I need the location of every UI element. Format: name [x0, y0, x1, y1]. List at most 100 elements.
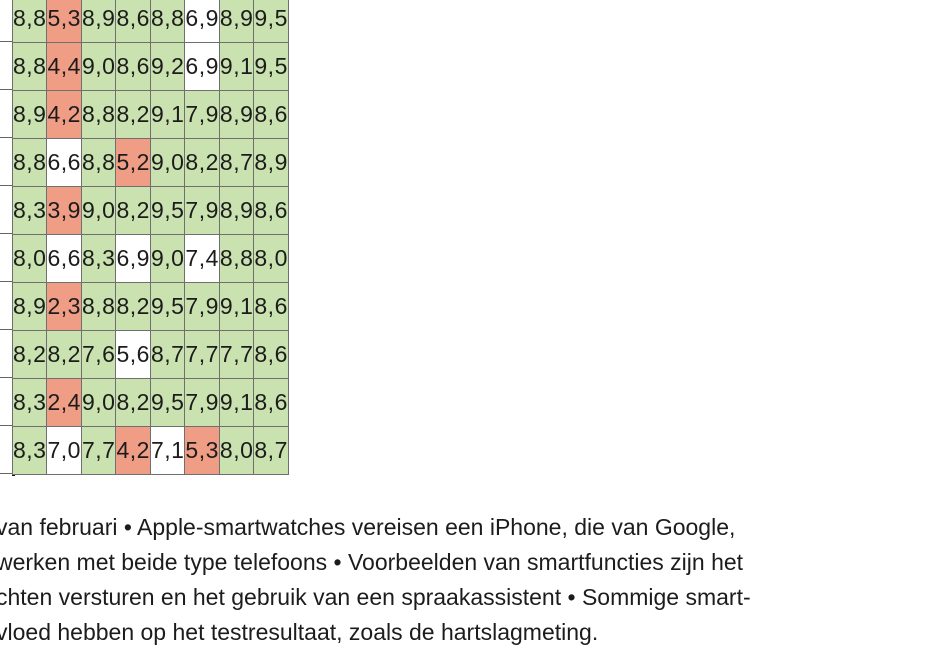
score-cell: 8,2 — [115, 282, 151, 331]
score-cell: 9,0 — [149, 138, 186, 187]
score-cell: 5,6 — [115, 330, 151, 379]
score-cell: 9,5 — [253, 0, 289, 43]
score-cell: 8,7 — [218, 138, 255, 187]
score-cell: 4,2 — [115, 426, 151, 475]
score-cell: 7,0 — [46, 426, 82, 475]
score-cell: 7,7 — [184, 330, 220, 379]
score-cell: 7,9 — [184, 282, 220, 331]
score-cell: 7,6 — [80, 330, 117, 379]
row-separator — [0, 377, 12, 378]
score-cell: 2,3 — [46, 282, 82, 331]
score-cell: 8,6 — [253, 90, 289, 139]
row-separator — [0, 281, 12, 282]
score-cell: 8,0 — [11, 234, 48, 283]
score-cell: 9,1 — [218, 42, 255, 91]
footnote: van februari • Apple-smartwatches vereis… — [0, 510, 934, 650]
table-row: 8,8 5,3 8,9 8,6 8,8 6,9 8,9 9,5 — [11, 0, 289, 43]
table-row: 8,3 7,0 7,7 4,2 7,1 5,3 8,0 8,7 — [11, 426, 289, 475]
score-cell: 9,0 — [80, 186, 117, 235]
score-cell: 8,7 — [253, 426, 289, 475]
score-cell: 8,7 — [149, 330, 186, 379]
score-cell: 8,6 — [115, 0, 151, 43]
score-cell: 7,7 — [218, 330, 255, 379]
score-cell: 8,2 — [115, 90, 151, 139]
score-cell: 7,9 — [184, 90, 220, 139]
score-cell: 5,2 — [115, 138, 151, 187]
table-row: 8,3 2,4 9,0 8,2 9,5 7,9 9,1 8,6 — [11, 378, 289, 427]
score-cell: 9,5 — [253, 42, 289, 91]
score-cell: 8,8 — [11, 42, 48, 91]
score-cell: 8,8 — [11, 138, 48, 187]
score-cell: 6,9 — [184, 42, 220, 91]
score-cell: 8,8 — [218, 234, 255, 283]
table-row: 8,9 4,2 8,8 8,2 9,1 7,9 8,9 8,6 — [11, 90, 289, 139]
score-cell: 8,3 — [11, 426, 48, 475]
score-cell: 5,3 — [184, 426, 220, 475]
score-cell: 9,5 — [149, 282, 186, 331]
score-cell: 8,9 — [253, 138, 289, 187]
score-cell: 8,9 — [218, 186, 255, 235]
row-separator — [0, 137, 12, 138]
score-cell: 8,6 — [253, 282, 289, 331]
score-cell: 8,8 — [149, 0, 186, 43]
row-separator — [0, 89, 12, 90]
score-cell: 9,5 — [149, 378, 186, 427]
score-cell: 8,9 — [218, 0, 255, 43]
score-cell: 9,1 — [218, 282, 255, 331]
score-cell: 9,0 — [80, 42, 117, 91]
score-cell: 7,1 — [149, 426, 186, 475]
score-cell: 7,4 — [184, 234, 220, 283]
score-cell: 8,6 — [253, 330, 289, 379]
score-cell: 8,9 — [11, 90, 48, 139]
score-cell: 8,2 — [115, 378, 151, 427]
scores-table: 8,8 5,3 8,9 8,6 8,8 6,9 8,9 9,5 8,8 4,4 9,0 8,6 9,2 6… — [11, 0, 289, 475]
row-separator — [0, 473, 12, 474]
score-cell: 6,9 — [184, 0, 220, 43]
score-cell: 6,9 — [115, 234, 151, 283]
row-separator — [0, 329, 12, 330]
score-cell: 4,2 — [46, 90, 82, 139]
row-separator — [0, 425, 12, 426]
score-cell: 8,3 — [80, 234, 117, 283]
score-cell: 6,6 — [46, 138, 82, 187]
score-cell: 8,8 — [80, 138, 117, 187]
score-cell: 5,3 — [46, 0, 82, 43]
table-row: 8,8 6,6 8,8 5,2 9,0 8,2 8,7 8,9 — [11, 138, 289, 187]
score-cell: 8,8 — [11, 0, 48, 43]
score-cell: 4,4 — [46, 42, 82, 91]
score-cell: 8,3 — [11, 186, 48, 235]
score-cell: 8,2 — [11, 330, 48, 379]
table-row: 8,3 3,9 9,0 8,2 9,5 7,9 8,9 8,6 — [11, 186, 289, 235]
score-cell: 8,8 — [80, 90, 117, 139]
score-cell: 8,8 — [80, 282, 117, 331]
row-separator — [0, 41, 12, 42]
score-cell: 8,6 — [115, 42, 151, 91]
score-cell: 8,3 — [11, 378, 48, 427]
score-cell: 9,5 — [149, 186, 186, 235]
score-cell: 8,2 — [115, 186, 151, 235]
score-cell: 8,2 — [184, 138, 220, 187]
footnote-line: werken met beide type telefoons • Voorbe… — [0, 549, 744, 575]
score-cell: 8,2 — [46, 330, 82, 379]
table-row: 8,2 8,2 7,6 5,6 8,7 7,7 7,7 8,6 — [11, 330, 289, 379]
score-cell: 7,9 — [184, 378, 220, 427]
score-cell: 8,6 — [253, 378, 289, 427]
row-separator — [0, 185, 12, 186]
footnote-line: van februari • Apple-smartwatches vereis… — [0, 514, 736, 540]
score-cell: 2,4 — [46, 378, 82, 427]
score-cell: 9,2 — [149, 42, 186, 91]
table-row: 8,0 6,6 8,3 6,9 9,0 7,4 8,8 8,0 — [11, 234, 289, 283]
footnote-line: vloed hebben op het testresultaat, zoals… — [0, 619, 599, 645]
score-cell: 8,9 — [80, 0, 117, 43]
score-cell: 8,0 — [253, 234, 289, 283]
table-row: 8,9 2,3 8,8 8,2 9,5 7,9 9,1 8,6 — [11, 282, 289, 331]
score-cell: 3,9 — [46, 186, 82, 235]
score-cell: 8,9 — [218, 90, 255, 139]
table-row: 8,8 4,4 9,0 8,6 9,2 6,9 9,1 9,5 — [11, 42, 289, 91]
score-cell: 7,7 — [80, 426, 117, 475]
score-cell: 8,0 — [218, 426, 255, 475]
footnote-line: chten versturen en het gebruik van een s… — [0, 584, 751, 610]
score-cell: 8,6 — [253, 186, 289, 235]
score-cell: 7,9 — [184, 186, 220, 235]
score-cell: 9,0 — [149, 234, 186, 283]
